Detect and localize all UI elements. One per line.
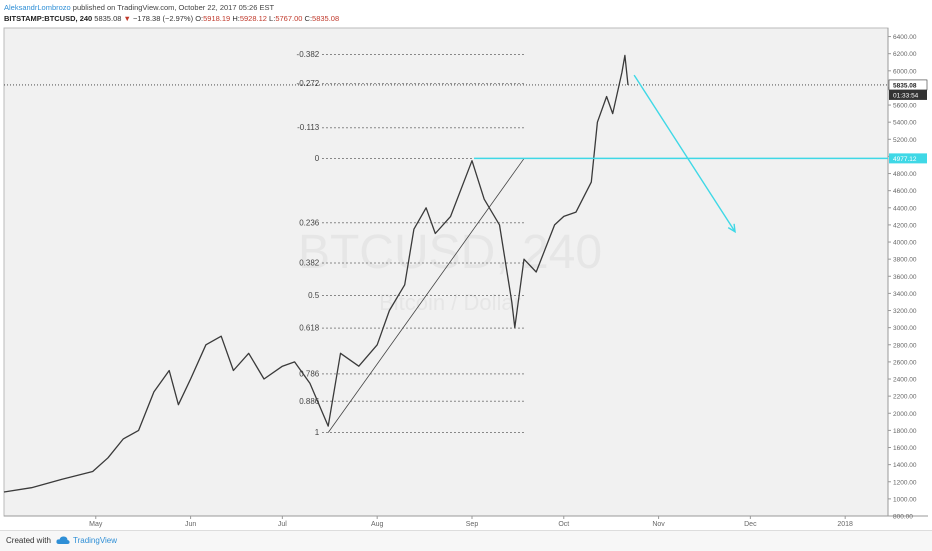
y-tick-label: 2800.00	[893, 342, 917, 349]
y-tick-label: 4600.00	[893, 188, 917, 195]
y-axis-ticks: 800.00 1000.00 1200.00 1400.00 1600.00 1800.0…	[888, 34, 917, 521]
y-tick-label: 4800.00	[893, 171, 917, 178]
fib-trend-line[interactable]	[327, 158, 525, 433]
fib-level-label: 0.382	[299, 259, 320, 268]
x-tick-label: Aug	[371, 521, 384, 528]
countdown-label: 01:33:54	[893, 92, 919, 99]
trend-line-layer[interactable]	[327, 158, 525, 433]
last-price-badge-label: 5835.08	[893, 82, 917, 89]
y-tick-label: 3800.00	[893, 257, 917, 264]
price-series-line	[3, 54, 629, 493]
open-value: 5918.19	[203, 14, 231, 23]
footer-bar: Created with TradingView	[0, 530, 932, 551]
price-series-layer	[3, 54, 888, 493]
fib-level-label: -0.113	[297, 123, 320, 132]
fib-level-label: 0.236	[299, 218, 320, 227]
annotation-layer[interactable]	[474, 74, 888, 234]
arrow-head-icon	[727, 223, 736, 234]
x-tick-label: Jun	[185, 521, 196, 528]
y-tick-label: 2000.00	[893, 411, 917, 418]
y-tick-label: 1200.00	[893, 479, 917, 486]
y-tick-label: 2400.00	[893, 377, 917, 384]
tradingview-logo-text[interactable]: TradingView	[73, 536, 118, 545]
fib-level-label: -0.382	[297, 50, 320, 59]
horizontal-line-badge-label: 4977.12	[893, 156, 917, 163]
y-tick-label: 2600.00	[893, 359, 917, 366]
price-scale[interactable]	[888, 28, 928, 516]
y-tick-label: 1400.00	[893, 462, 917, 469]
chart-header: AleksandrLombrozo published on TradingVi…	[0, 0, 932, 28]
watermark-symbol: BTCUSD, 240	[298, 226, 602, 279]
y-tick-label: 5600.00	[893, 103, 917, 110]
y-tick-label: 1000.00	[893, 496, 917, 503]
y-tick-label: 4000.00	[893, 240, 917, 247]
y-tick-label: 3000.00	[893, 325, 917, 332]
x-tick-label: Jul	[278, 521, 287, 528]
fib-level-label: 0.5	[308, 291, 320, 300]
tradingview-cloud-icon	[56, 536, 70, 544]
y-tick-label: 6400.00	[893, 34, 917, 41]
countdown-badge	[889, 89, 927, 100]
horizontal-line-badge	[889, 153, 927, 164]
y-tick-label: 5200.00	[893, 137, 917, 144]
fib-level-label: 0.886	[299, 397, 320, 406]
price-change: −178.38 (−2.97%)	[133, 14, 194, 23]
close-value: 5835.08	[312, 14, 340, 23]
last-price: 5835.08	[94, 14, 122, 23]
created-with-text: Created with	[6, 536, 51, 545]
fib-level-label: 0.786	[299, 369, 320, 378]
low-value: 5767.00	[275, 14, 303, 23]
author-link[interactable]: AleksandrLombrozo	[4, 3, 71, 12]
fib-level-label: -0.272	[297, 79, 320, 88]
publish-line: AleksandrLombrozo published on TradingVi…	[4, 2, 932, 13]
symbol-line: BITSTAMP:BTCUSD, 240 5835.08 ▼ −178.38 (…	[4, 13, 932, 24]
x-tick-label: 2018	[837, 521, 853, 528]
y-tick-label: 6200.00	[893, 51, 917, 58]
low-label: L:	[269, 14, 276, 23]
symbol-name[interactable]: BITSTAMP:BTCUSD, 240	[4, 14, 93, 23]
y-tick-label: 3600.00	[893, 274, 917, 281]
y-tick-label: 5400.00	[893, 120, 917, 127]
watermark-description: Bitcoin / Dollar	[379, 290, 521, 315]
y-tick-label: 3200.00	[893, 308, 917, 315]
high-value: 5928.12	[239, 14, 267, 23]
x-tick-label: Oct	[558, 521, 569, 528]
price-badges: 5835.08 01:33:54 4977.12	[888, 79, 928, 164]
y-tick-label: 4200.00	[893, 222, 917, 229]
down-arrow-icon: ▼	[123, 14, 131, 23]
close-label: C:	[304, 14, 313, 23]
x-tick-label: Nov	[652, 521, 665, 528]
y-tick-label: 1600.00	[893, 445, 917, 452]
price-chart[interactable]: BTCUSD, 240 Bitcoin / Dollar -0.382 -0.27…	[0, 0, 932, 530]
plot-area	[3, 27, 889, 517]
y-tick-label: 1800.00	[893, 428, 917, 435]
fibonacci-levels[interactable]: -0.382 -0.272 -0.113 0 0.236 0.382 0.5 0.618 0.7…	[297, 50, 524, 437]
fib-level-label: 1	[315, 428, 320, 437]
fib-level-label: 0	[315, 154, 320, 163]
projection-arrow-line[interactable]	[633, 74, 736, 233]
x-tick-label: Sep	[466, 521, 479, 528]
y-tick-label: 3400.00	[893, 291, 917, 298]
fib-level-label: 0.618	[299, 324, 320, 333]
publish-info: published on TradingView.com, October 22…	[72, 3, 275, 12]
y-tick-label: 800.00	[893, 514, 913, 521]
x-tick-label: Dec	[744, 521, 757, 528]
x-tick-label: May	[89, 521, 103, 528]
high-label: H:	[232, 14, 240, 23]
y-tick-label: 2200.00	[893, 394, 917, 401]
x-axis-ticks: May Jun Jul Aug Sep Oct Nov Dec 2018	[89, 516, 853, 528]
y-tick-label: 6000.00	[893, 68, 917, 75]
y-tick-label: 4400.00	[893, 205, 917, 212]
open-label: O:	[195, 14, 204, 23]
